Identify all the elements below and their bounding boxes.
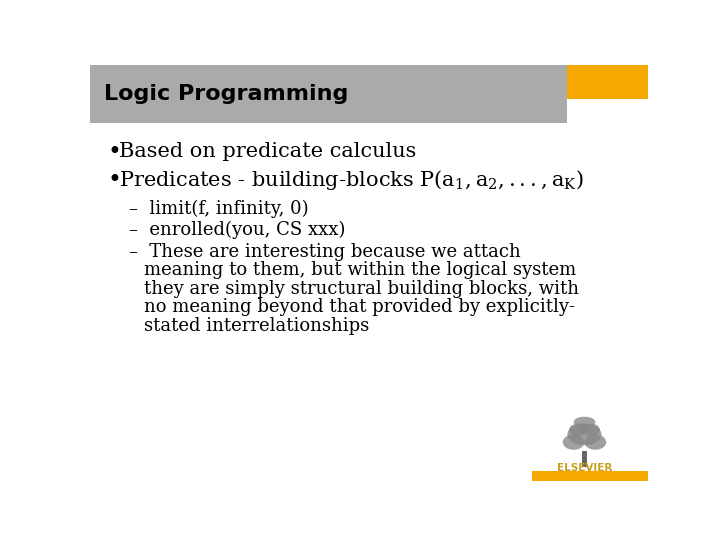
Ellipse shape <box>569 423 588 436</box>
Text: meaning to them, but within the logical system: meaning to them, but within the logical … <box>144 261 577 279</box>
Bar <box>539 406 640 471</box>
Text: they are simply structural building blocks, with: they are simply structural building bloc… <box>144 280 580 298</box>
Ellipse shape <box>567 423 601 445</box>
Text: no meaning beyond that provided by explicitly-: no meaning beyond that provided by expli… <box>144 298 575 316</box>
Text: stated interrelationships: stated interrelationships <box>144 317 369 335</box>
Text: –  These are interesting because we attach: – These are interesting because we attac… <box>129 243 521 261</box>
Text: ELSEVIER: ELSEVIER <box>557 463 612 473</box>
Text: Logic Programming: Logic Programming <box>104 84 348 104</box>
Text: –  enrolled(you, CS xxx): – enrolled(you, CS xxx) <box>129 221 345 239</box>
Bar <box>582 451 587 467</box>
Ellipse shape <box>574 417 595 428</box>
Bar <box>532 471 648 481</box>
Text: •: • <box>107 140 121 164</box>
Text: Based on predicate calculus: Based on predicate calculus <box>120 143 417 161</box>
Text: •: • <box>107 168 121 192</box>
Ellipse shape <box>563 434 585 450</box>
Ellipse shape <box>585 434 606 450</box>
Text: Predicates - building-blocks $\mathregular{P(a_1,a_2,...,a_K)}$: Predicates - building-blocks $\mathregul… <box>120 168 584 192</box>
Ellipse shape <box>581 423 600 436</box>
Bar <box>567 65 648 99</box>
Text: –  limit(f, infinity, 0): – limit(f, infinity, 0) <box>129 200 308 218</box>
Bar <box>90 65 567 123</box>
